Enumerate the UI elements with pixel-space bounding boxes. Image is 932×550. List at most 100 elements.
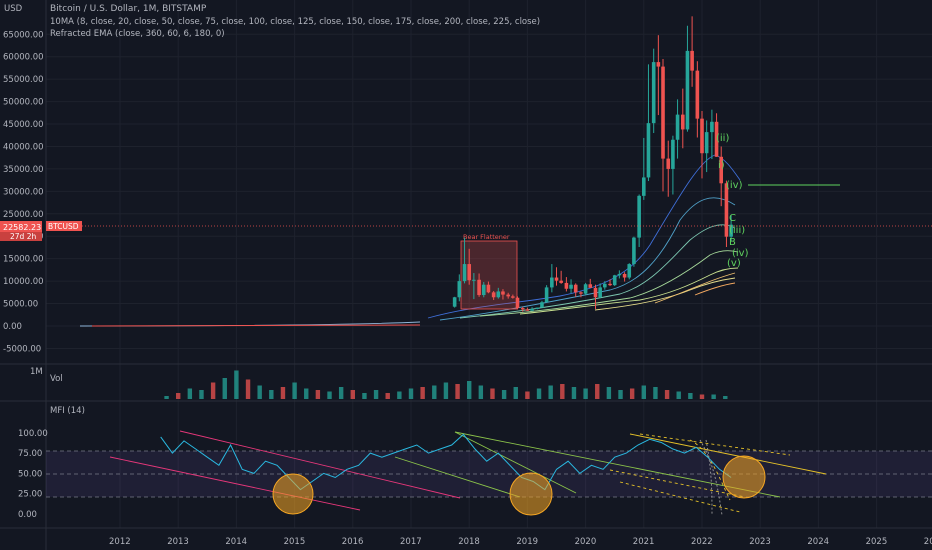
volume-bar	[583, 388, 588, 399]
mfi-line	[160, 433, 732, 491]
volume-bar	[699, 394, 705, 399]
mfi-tick-label: 0.00	[18, 510, 37, 520]
candle-body	[573, 284, 578, 293]
price-tag-symbol: BTCUSD	[48, 222, 79, 231]
volume-bar	[723, 396, 728, 399]
volume-bar	[164, 396, 169, 399]
candle-body	[704, 132, 709, 154]
candle-body	[598, 287, 602, 298]
candle-body	[554, 277, 559, 281]
price-tag[interactable]: 22582.23 27d 2h BTCUSD	[0, 221, 82, 241]
mfi-label: MFI (14)	[50, 406, 85, 416]
highlight-circle[interactable]	[509, 472, 553, 516]
candle-body	[472, 279, 476, 281]
volume-bar	[350, 390, 355, 399]
volume-bar	[664, 390, 670, 399]
price-tick-label: 35000.00	[3, 165, 44, 175]
mfi-tick-label: 100.00	[18, 429, 48, 439]
candle-body	[569, 284, 573, 289]
candle-body	[477, 279, 481, 296]
volume-bar	[501, 390, 507, 399]
candle-body	[515, 297, 520, 309]
candle-body	[608, 283, 612, 286]
volume-bar	[245, 379, 251, 399]
candle-body	[462, 264, 467, 282]
time-tick-label: 2014	[225, 537, 247, 547]
wave-label: (v)	[727, 258, 741, 269]
volume-bar	[536, 388, 542, 399]
highlight-circle[interactable]	[722, 455, 766, 499]
time-tick-label: 2020	[575, 537, 597, 547]
volume-bars	[164, 370, 728, 399]
bear-flattener-label: Bear Flattener	[463, 233, 510, 241]
candle-body	[729, 224, 733, 237]
candle-body	[457, 281, 462, 298]
time-tick-label: 2022	[691, 537, 713, 547]
volume-bar	[338, 387, 344, 399]
candle-body	[550, 277, 554, 288]
time-tick-label: 2024	[807, 537, 829, 547]
candle-body	[651, 62, 656, 124]
candle-body	[603, 283, 607, 288]
price-tick-label: 15000.00	[3, 255, 44, 265]
candle-body	[481, 284, 486, 296]
candle-body	[530, 308, 534, 311]
wave-label: (iv)	[732, 248, 749, 259]
trend-lines[interactable]	[109, 430, 827, 516]
price-tick-label: 0.00	[3, 322, 22, 332]
candle-body	[506, 294, 510, 297]
candle-body	[617, 273, 622, 276]
candle-body	[501, 291, 505, 295]
indicator-ema-label[interactable]: Refracted EMA (close, 360, 60, 6, 180, 0…	[50, 29, 225, 39]
wave-labels: (ii) i) (iv) C (iii) B (iv) (v)	[716, 133, 749, 269]
volume-bar	[385, 393, 390, 399]
volume-bar	[292, 382, 297, 399]
volume-bar	[257, 385, 262, 399]
volume-bar	[560, 384, 565, 399]
wave-label: C	[729, 213, 736, 224]
wave-label: B	[729, 237, 736, 248]
time-tick-label: 2015	[284, 537, 306, 547]
volume-bar	[362, 393, 367, 399]
volume-bar	[711, 394, 716, 399]
price-tick-label: -5000.00	[3, 344, 41, 354]
volume-bar	[327, 391, 332, 399]
mfi-tick-label: 75.00	[18, 449, 42, 459]
time-tick-label: 2012	[109, 537, 131, 547]
currency-label: USD	[4, 4, 23, 14]
candle-body	[724, 183, 729, 237]
highlight-circle[interactable]	[272, 473, 314, 515]
price-tag-countdown: 27d 2h	[10, 232, 36, 241]
volume-scale-label: 1M	[30, 367, 43, 377]
volume-bar	[595, 384, 600, 399]
mfi-tick-label: 50.00	[18, 469, 42, 479]
price-tick-label: 60000.00	[3, 53, 44, 63]
volume-bar	[210, 382, 216, 399]
volume-bar	[397, 391, 402, 399]
candle-body	[685, 50, 690, 130]
volume-bar	[408, 388, 414, 399]
candle-body	[496, 291, 501, 298]
time-tick-label: 2016	[342, 537, 364, 547]
candle-body	[511, 296, 515, 298]
time-tick-label: 2021	[633, 537, 655, 547]
volume-bar	[199, 390, 204, 399]
price-tick-label: 65000.00	[3, 30, 44, 40]
candle-body	[486, 284, 491, 293]
candle-body	[491, 292, 496, 298]
price-tick-label: 50000.00	[3, 98, 44, 108]
volume-bar	[676, 391, 681, 399]
time-tick-label: 20	[924, 537, 932, 547]
candle-body	[583, 284, 588, 294]
candle-body	[666, 158, 671, 169]
price-axis: 65000.00 60000.00 55000.00 50000.00 45000.00…	[3, 30, 44, 354]
indicator-ma-label[interactable]: 10MA (8, close, 20, close, 50, close, 75…	[50, 17, 540, 27]
price-tick-label: 55000.00	[3, 75, 44, 85]
candle-body	[544, 287, 549, 303]
price-tick-label: 10000.00	[3, 277, 44, 287]
volume-bar	[548, 385, 553, 399]
candle-body	[467, 264, 471, 281]
time-tick-label: 2018	[458, 537, 480, 547]
candle-body	[671, 139, 675, 169]
price-tag-value: 22582.23	[3, 223, 41, 232]
